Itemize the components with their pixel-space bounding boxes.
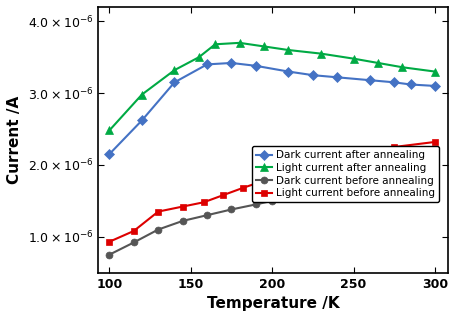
Dark current before annealing <box>204 213 210 217</box>
Dark current after annealing <box>408 83 413 86</box>
Light current after annealing <box>196 55 202 59</box>
Light current before annealing <box>106 240 112 244</box>
Light current before annealing <box>310 163 316 167</box>
Dark current after annealing <box>310 73 316 77</box>
Dark current before annealing <box>180 219 185 223</box>
Dark current after annealing <box>106 152 112 156</box>
Dark current before annealing <box>106 253 112 257</box>
Light current before annealing <box>334 156 340 160</box>
X-axis label: Temperature /K: Temperature /K <box>207 296 339 311</box>
Line: Light current after annealing: Light current after annealing <box>105 39 439 135</box>
Line: Dark current after annealing: Dark current after annealing <box>106 59 439 158</box>
Light current after annealing <box>400 66 405 69</box>
Light current before annealing <box>201 200 207 204</box>
Dark current after annealing <box>286 70 291 73</box>
Light current before annealing <box>240 186 246 190</box>
Light current before annealing <box>392 145 397 149</box>
Light current after annealing <box>139 93 145 96</box>
Dark current after annealing <box>253 64 258 68</box>
Light current after annealing <box>106 128 112 132</box>
Light current after annealing <box>261 45 267 48</box>
Light current before annealing <box>221 193 226 197</box>
Light current before annealing <box>286 170 291 174</box>
Dark current after annealing <box>432 84 438 88</box>
Dark current after annealing <box>204 62 210 66</box>
Dark current after annealing <box>139 119 145 122</box>
Dark current before annealing <box>269 199 275 203</box>
Dark current before annealing <box>367 184 373 188</box>
Dark current after annealing <box>229 61 234 65</box>
Light current before annealing <box>432 140 438 144</box>
Dark current after annealing <box>367 78 373 82</box>
Light current before annealing <box>180 205 185 209</box>
Light current before annealing <box>131 229 136 233</box>
Light current after annealing <box>351 57 356 60</box>
Light current after annealing <box>212 42 218 46</box>
Light current before annealing <box>364 150 369 154</box>
Light current after annealing <box>318 52 324 56</box>
Dark current before annealing <box>156 228 161 232</box>
Line: Light current before annealing: Light current before annealing <box>106 138 439 245</box>
Dark current before annealing <box>253 203 258 206</box>
Dark current before annealing <box>229 208 234 211</box>
Dark current after annealing <box>172 80 177 84</box>
Dark current before annealing <box>294 195 299 199</box>
Light current after annealing <box>286 48 291 52</box>
Y-axis label: Current /A: Current /A <box>7 96 22 184</box>
Light current after annealing <box>432 70 438 73</box>
Dark current before annealing <box>334 190 340 193</box>
Dark current before annealing <box>432 177 438 181</box>
Light current before annealing <box>156 210 161 213</box>
Light current after annealing <box>172 68 177 72</box>
Light current before annealing <box>261 179 267 183</box>
Line: Dark current before annealing: Dark current before annealing <box>106 176 439 258</box>
Dark current after annealing <box>334 75 340 79</box>
Light current after annealing <box>237 41 243 45</box>
Legend: Dark current after annealing, Light current after annealing, Dark current before: Dark current after annealing, Light curr… <box>252 146 440 202</box>
Dark current before annealing <box>310 193 316 197</box>
Light current after annealing <box>375 61 381 65</box>
Dark current before annealing <box>131 241 136 245</box>
Dark current after annealing <box>392 80 397 84</box>
